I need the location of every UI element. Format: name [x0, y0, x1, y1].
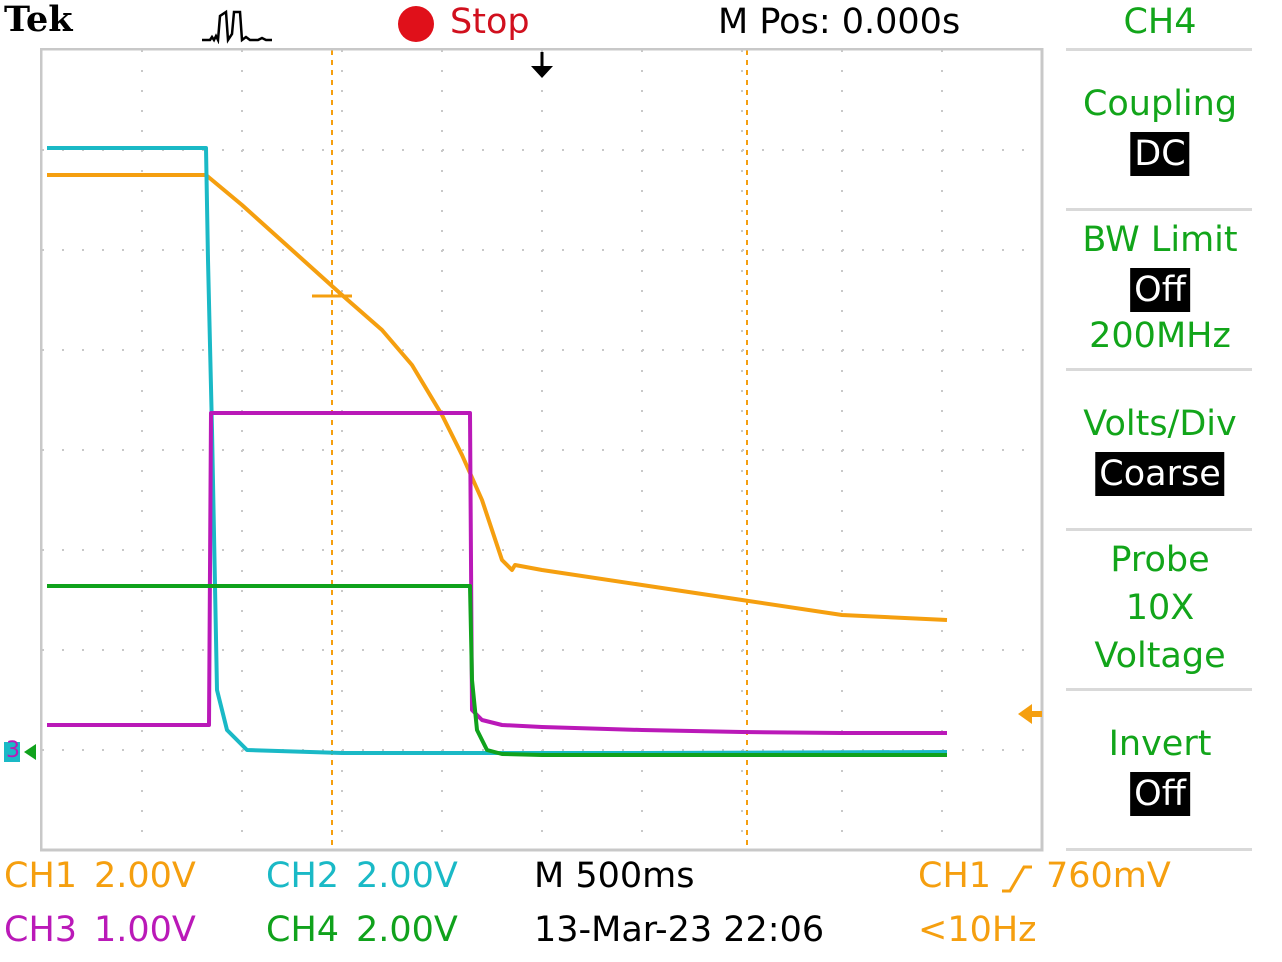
ch4-scale: 2.00V — [356, 910, 458, 950]
ch4-label: CH4 — [266, 910, 340, 950]
trigger-level-arrow-icon — [1018, 704, 1042, 724]
probe-type: Voltage — [1094, 636, 1226, 676]
rising-edge-icon — [1000, 862, 1034, 902]
trigger-position-arrow-icon — [531, 52, 553, 78]
ch3-label: CH3 — [4, 910, 78, 950]
traces — [47, 146, 948, 757]
ground-reference-marker: 3 — [2, 738, 42, 768]
invert-title: Invert — [1108, 724, 1212, 764]
bw-limit-value: Off — [1130, 268, 1190, 312]
horizontal-position-readout: M Pos: 0.000s — [718, 2, 961, 42]
coupling-title: Coupling — [1082, 84, 1238, 124]
trigger-level-readout: 760mV — [1046, 856, 1171, 896]
cursor-lines — [331, 50, 748, 850]
volts-div-value: Coarse — [1095, 452, 1225, 496]
volts-div-title: Volts/Div — [1083, 404, 1237, 444]
graticule — [42, 50, 1042, 850]
brand-logo: Tek — [4, 0, 73, 40]
ch2-scale: 2.00V — [356, 856, 458, 896]
menu-item-invert[interactable]: Invert Off — [1066, 692, 1254, 846]
probe-title: Probe — [1110, 540, 1210, 580]
menu-channel-title: CH4 — [1123, 2, 1197, 42]
ground-marker-label: 3 — [6, 738, 20, 763]
probe-attenuation: 10X — [1125, 588, 1195, 628]
menu-divider — [1066, 688, 1252, 691]
menu-item-probe[interactable]: Probe 10X Voltage — [1066, 532, 1254, 686]
waveform-display — [40, 48, 1044, 852]
trace-ch1 — [47, 173, 948, 622]
ch1-scale: 2.00V — [94, 856, 196, 896]
menu-divider — [1066, 208, 1252, 211]
coupling-value: DC — [1130, 132, 1190, 176]
menu-item-volts-div[interactable]: Volts/Div Coarse — [1066, 372, 1254, 526]
bw-limit-title: BW Limit — [1082, 220, 1238, 260]
invert-value: Off — [1130, 772, 1190, 816]
trace-ch3 — [47, 411, 947, 735]
trigger-frequency-readout: <10Hz — [918, 910, 1037, 950]
acquisition-pulse-icon — [200, 4, 274, 53]
ch1-label: CH1 — [4, 856, 78, 896]
menu-divider — [1066, 48, 1252, 51]
ch3-scale: 1.00V — [94, 910, 196, 950]
timebase-readout: M 500ms — [534, 856, 695, 896]
menu-item-bw-limit[interactable]: BW Limit Off 200MHz — [1066, 212, 1254, 366]
stop-indicator-icon — [398, 6, 434, 42]
ch2-label: CH2 — [266, 856, 340, 896]
bw-limit-frequency: 200MHz — [1089, 316, 1231, 356]
run-state-label: Stop — [450, 2, 530, 42]
menu-divider — [1066, 368, 1252, 371]
datetime-readout: 13-Mar-23 22:06 — [534, 910, 825, 950]
screen-border — [40, 48, 1044, 852]
trace-ch4 — [47, 584, 947, 757]
trigger-source: CH1 — [918, 856, 992, 896]
menu-divider — [1066, 848, 1252, 851]
menu-divider — [1066, 528, 1252, 531]
menu-item-coupling[interactable]: Coupling DC — [1066, 52, 1254, 206]
